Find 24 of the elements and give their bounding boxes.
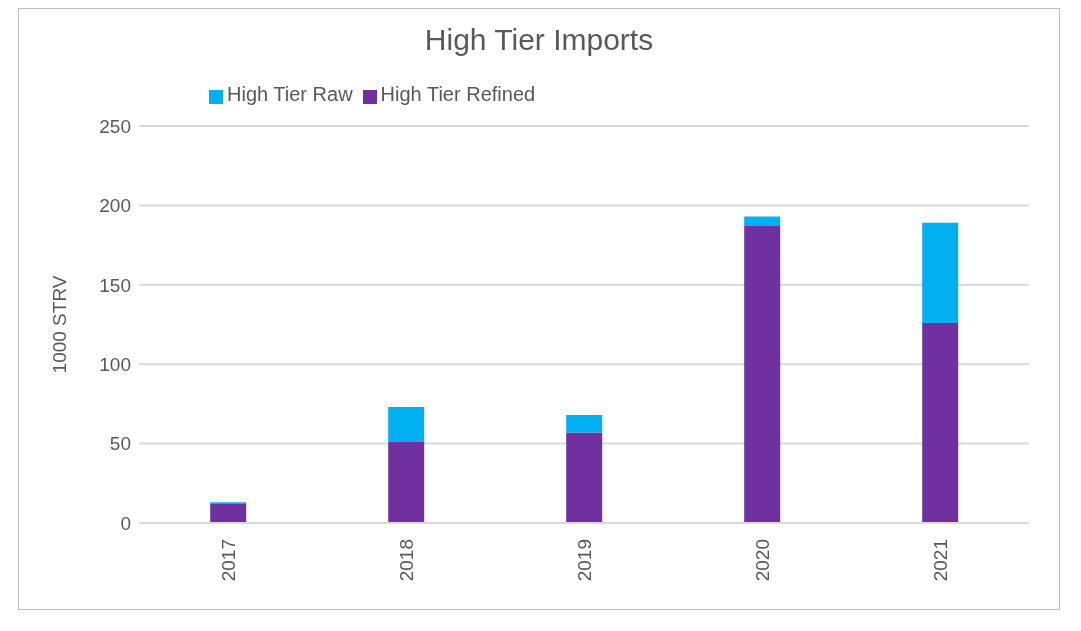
x-tick-label: 2020 bbox=[751, 539, 773, 582]
y-tick-label: 200 bbox=[99, 195, 131, 217]
bar bbox=[922, 322, 959, 523]
bar bbox=[388, 407, 425, 443]
x-tick-label: 2019 bbox=[573, 539, 595, 582]
x-tick-label: 2021 bbox=[929, 539, 951, 582]
legend-label: High Tier Refined bbox=[380, 83, 536, 105]
bar bbox=[566, 432, 603, 523]
y-tick-label: 0 bbox=[120, 512, 131, 534]
y-axis-title: 1000 STRV bbox=[48, 275, 70, 374]
bar bbox=[210, 503, 247, 523]
chart-title: High Tier Imports bbox=[423, 23, 655, 58]
x-tick-label: 2017 bbox=[217, 539, 239, 582]
y-tick-label: 250 bbox=[99, 115, 131, 137]
x-tick-label: 2018 bbox=[395, 539, 417, 582]
bar bbox=[744, 216, 781, 227]
legend-label: High Tier Raw bbox=[227, 83, 353, 105]
y-tick-label: 150 bbox=[99, 274, 131, 296]
bar bbox=[388, 442, 425, 523]
bar bbox=[744, 226, 781, 523]
bar bbox=[922, 222, 959, 323]
y-tick-label: 50 bbox=[109, 433, 131, 455]
bar bbox=[566, 415, 603, 433]
y-tick-label: 100 bbox=[99, 353, 131, 375]
